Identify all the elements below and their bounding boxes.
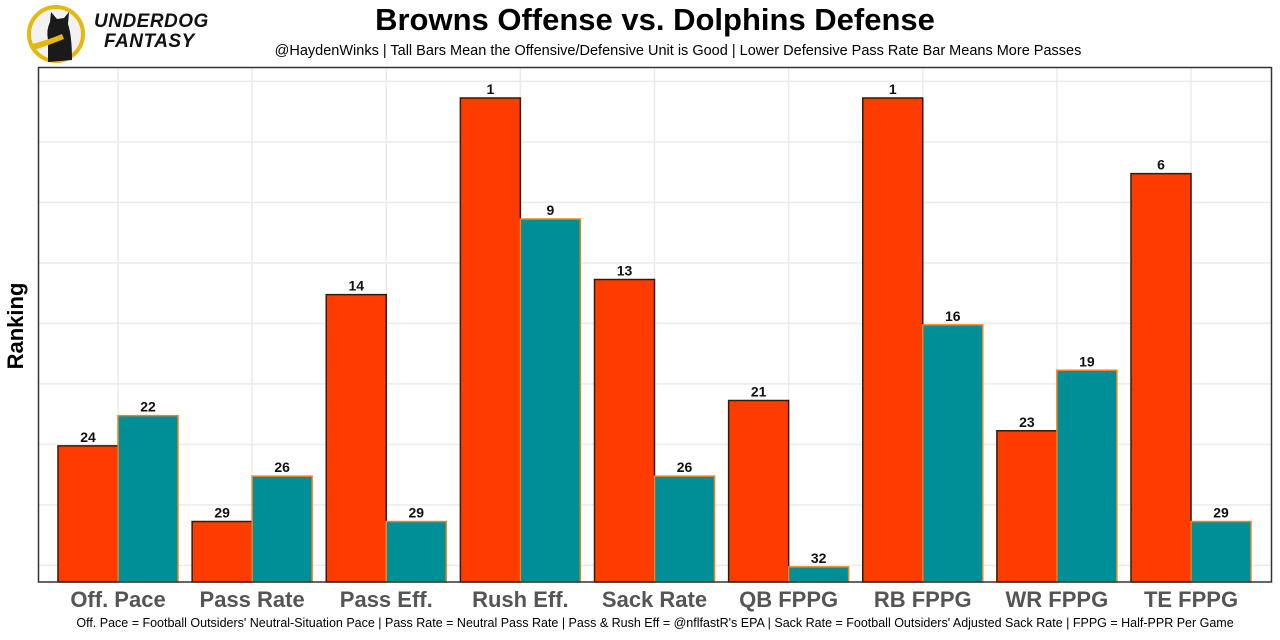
offense-bar — [57, 445, 119, 583]
data-label: 6 — [1157, 157, 1165, 173]
data-label: 1 — [889, 81, 897, 97]
defense-bar — [653, 475, 716, 583]
brand-wordmark: UNDERDOG FANTASY — [94, 12, 209, 52]
data-label: 21 — [751, 384, 767, 400]
offense-bar — [727, 399, 790, 583]
offense-bar — [1130, 172, 1192, 583]
x-tick-label: WR FPPG — [1006, 587, 1109, 612]
defense-bar — [787, 566, 850, 583]
x-tick-label: Pass Rate — [200, 587, 305, 612]
data-label: 14 — [348, 278, 364, 294]
chart-title: Browns Offense vs. Dolphins Defense — [375, 2, 935, 37]
offense-bar — [325, 293, 387, 583]
offense-bar — [996, 430, 1058, 583]
data-label: 9 — [546, 202, 554, 218]
data-label: 1 — [486, 81, 494, 97]
x-tick-label: Sack Rate — [602, 587, 707, 612]
data-label: 26 — [677, 459, 693, 475]
data-label: 19 — [1079, 353, 1095, 369]
defense-bar — [385, 520, 447, 583]
defense-bar — [1056, 369, 1118, 583]
data-label: 13 — [617, 263, 633, 279]
defense-bar — [117, 414, 179, 583]
offense-bar — [191, 520, 253, 583]
plot-frame — [37, 66, 1273, 583]
offense-bar — [459, 97, 522, 583]
data-label: 24 — [80, 429, 96, 445]
defense-bar — [922, 324, 984, 583]
data-label: 29 — [1213, 505, 1229, 521]
brand-line-2: FANTASY — [104, 31, 195, 52]
offense-bar — [593, 278, 656, 583]
brand-line-1: UNDERDOG — [94, 11, 209, 32]
x-tick-labels: Off. Pace Pass Rate Pass Eff. Rush Eff. Sack… — [70, 587, 1238, 612]
x-tick-label: RB FPPG — [874, 587, 972, 612]
defense-bar — [251, 475, 313, 583]
chart-caption: Off. Pace = Football Outsiders' Neutral-… — [76, 616, 1234, 630]
chart-subtitle: @HaydenWinks | Tall Bars Mean the Offens… — [274, 43, 1082, 59]
underdog-logo-icon — [27, 5, 85, 63]
defense-bar — [1190, 520, 1252, 583]
data-labels: 24 29 14 1 13 21 1 23 6 22 26 29 9 26 32 16 19 29 — [80, 81, 1229, 566]
data-label: 32 — [811, 550, 827, 566]
data-label: 22 — [140, 399, 156, 415]
bars — [57, 97, 1252, 583]
x-tick-label: Rush Eff. — [472, 587, 569, 612]
data-label: 26 — [274, 459, 290, 475]
defense-bar — [519, 218, 582, 583]
data-label: 29 — [214, 505, 230, 521]
x-tick-label: TE FPPG — [1144, 587, 1238, 612]
data-label: 16 — [945, 308, 961, 324]
data-label: 23 — [1019, 414, 1035, 430]
data-label: 29 — [408, 505, 424, 521]
x-tick-label: Pass Eff. — [340, 587, 433, 612]
offense-bar — [862, 97, 924, 583]
x-tick-label: QB FPPG — [739, 587, 838, 612]
x-tick-label: Off. Pace — [70, 587, 165, 612]
